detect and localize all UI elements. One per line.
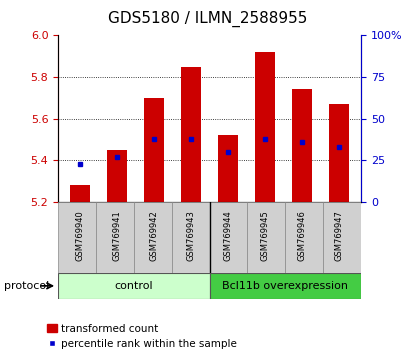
- Bar: [210, 273, 361, 299]
- Bar: [286, 202, 323, 273]
- Text: GSM769942: GSM769942: [150, 210, 159, 261]
- Bar: [134, 202, 172, 273]
- Bar: [323, 202, 361, 273]
- Bar: [172, 202, 210, 273]
- Bar: [58, 273, 210, 299]
- Text: GDS5180 / ILMN_2588955: GDS5180 / ILMN_2588955: [108, 11, 307, 27]
- Text: GSM769946: GSM769946: [298, 210, 306, 261]
- Bar: [218, 135, 238, 202]
- Text: GSM769941: GSM769941: [113, 210, 122, 261]
- Text: GSM769943: GSM769943: [187, 210, 195, 261]
- Bar: [210, 202, 247, 273]
- Bar: [70, 185, 90, 202]
- Bar: [96, 202, 134, 273]
- Text: protocol: protocol: [4, 281, 49, 291]
- Text: GSM769945: GSM769945: [261, 210, 269, 261]
- Text: GSM769947: GSM769947: [334, 210, 343, 261]
- Bar: [107, 150, 127, 202]
- Bar: [247, 202, 286, 273]
- Bar: [181, 67, 201, 202]
- Text: GSM769940: GSM769940: [76, 210, 85, 261]
- Text: GSM769944: GSM769944: [224, 210, 232, 261]
- Text: control: control: [115, 281, 153, 291]
- Bar: [329, 104, 349, 202]
- Bar: [144, 98, 164, 202]
- Bar: [255, 52, 275, 202]
- Bar: [292, 90, 312, 202]
- Text: Bcl11b overexpression: Bcl11b overexpression: [222, 281, 348, 291]
- Bar: [58, 202, 96, 273]
- Legend: transformed count, percentile rank within the sample: transformed count, percentile rank withi…: [47, 324, 237, 349]
